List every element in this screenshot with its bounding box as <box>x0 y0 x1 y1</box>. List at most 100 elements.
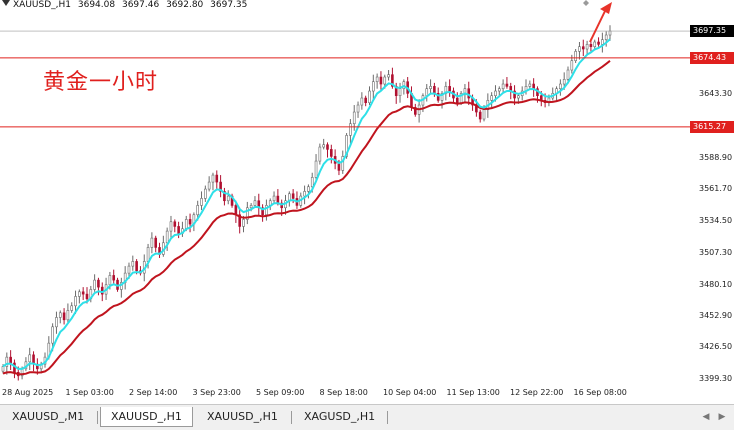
price-scale[interactable]: 3670.903643.303588.903561.703534.503507.… <box>690 0 734 384</box>
candle-body <box>414 107 417 115</box>
candle-body <box>505 83 509 87</box>
tab-xauusd-m1[interactable]: XAUUSD_,M1 <box>12 410 85 423</box>
candle-body <box>9 356 12 364</box>
candle-body <box>226 195 230 202</box>
tab-xauusd-h1[interactable]: XAUUSD_,H1 <box>207 410 278 423</box>
candle-body <box>322 144 325 148</box>
candle-body <box>391 74 394 87</box>
candle-body <box>66 310 70 321</box>
candle-body <box>131 261 135 267</box>
candle-body <box>169 221 173 232</box>
candle-body <box>318 146 322 162</box>
tab-xagusd-h1[interactable]: XAGUSD_,H1 <box>304 410 376 423</box>
time-axis-label: 8 Sep 18:00 <box>319 388 368 397</box>
candlestick-series <box>1 25 612 381</box>
time-axis-label: 12 Sep 22:00 <box>510 388 564 397</box>
up-right-arrow-icon <box>589 2 612 43</box>
candle-body <box>482 109 486 120</box>
candle-body <box>356 104 360 113</box>
candle-body <box>211 174 215 183</box>
candle-body <box>150 237 154 248</box>
candle-body <box>291 193 295 199</box>
candle-body <box>467 88 471 99</box>
candle-body <box>436 93 440 101</box>
candle-body <box>307 186 310 192</box>
candle-body <box>345 135 348 157</box>
candle-body <box>372 81 375 92</box>
low-value: 3692.80 <box>166 0 204 10</box>
price-tick-label: 3588.90 <box>699 152 733 162</box>
candle-body <box>196 205 199 216</box>
candle-body <box>398 88 402 97</box>
candle-body <box>58 312 62 318</box>
candle-body <box>597 41 600 45</box>
time-axis-label: 16 Sep 08:00 <box>573 388 627 397</box>
candle-body <box>455 97 459 104</box>
candle-body <box>215 174 219 183</box>
candle-body <box>173 221 177 227</box>
time-axis-label: 2 Sep 14:00 <box>129 388 178 397</box>
candle-body <box>188 219 192 225</box>
time-axis: 28 Aug 2025 1 Sep 03:00 2 Sep 14:00 3 Sep 2… <box>0 384 690 404</box>
candle-body <box>112 275 116 281</box>
chart-annotation-text: 黄金一小时 <box>43 70 159 95</box>
candle-body <box>146 247 150 262</box>
candle-body <box>314 160 318 178</box>
candle-body <box>51 326 54 344</box>
candle-body <box>517 95 520 99</box>
candle-body <box>433 86 436 94</box>
candle-body <box>223 191 226 202</box>
candle-body <box>326 144 329 150</box>
price-chart-plot[interactable] <box>0 0 690 384</box>
candle-body <box>5 356 9 367</box>
candle-body <box>127 265 131 274</box>
candle-body <box>276 195 280 204</box>
candle-body <box>566 69 570 80</box>
chart-header: XAUUSD_,H1 3694.08 3697.46 3692.80 3697.… <box>2 0 251 10</box>
tab-divider <box>97 411 98 424</box>
slow-moving-average-line <box>2 60 611 376</box>
candle-body <box>379 76 383 85</box>
candle-body <box>375 76 379 82</box>
price-tick-label: 3480.10 <box>699 279 733 289</box>
candle-body <box>62 312 66 321</box>
candle-body <box>165 230 169 244</box>
candle-body <box>490 95 493 101</box>
time-axis-label: 1 Sep 03:00 <box>65 388 114 397</box>
candle-body <box>337 163 341 171</box>
candle-body <box>360 97 364 106</box>
open-value: 3694.08 <box>77 0 116 10</box>
tab-xauusd-h1-active[interactable]: XAUUSD_,H1 <box>100 407 193 427</box>
time-axis-label: 10 Sep 04:00 <box>383 388 437 397</box>
candle-body <box>70 305 74 311</box>
chevron-right-icon[interactable]: ▶ <box>718 412 726 422</box>
collapse-triangle-icon[interactable] <box>2 0 10 6</box>
candle-body <box>74 296 77 307</box>
price-tick-label: 3507.30 <box>699 247 733 257</box>
candle-body <box>207 181 211 190</box>
price-tick-label: 3643.30 <box>699 89 733 99</box>
candle-body <box>368 90 371 104</box>
candle-body <box>574 51 577 61</box>
candle-body <box>242 219 245 227</box>
time-axis-label: 28 Aug 2025 <box>2 388 54 397</box>
tab-divider <box>387 411 388 424</box>
candle-body <box>303 191 306 197</box>
candle-body <box>440 93 444 101</box>
candle-body <box>249 205 253 209</box>
candle-body <box>200 198 203 206</box>
price-tick-label: 3399.30 <box>699 373 733 383</box>
candle-body <box>184 219 188 230</box>
candle-body <box>85 293 89 300</box>
candle-body <box>154 237 158 248</box>
candle-body <box>570 60 574 71</box>
symbol-label: XAUUSD_,H1 <box>13 0 71 10</box>
candle-body <box>272 195 276 202</box>
candle-body <box>448 86 451 92</box>
chart-tab-bar: XAUUSD_,M1 XAUUSD_,H1 XAUUSD_,H1 XAGUSD_… <box>0 404 734 430</box>
candle-body <box>364 97 367 104</box>
candle-body <box>310 177 314 188</box>
candle-body <box>513 90 516 99</box>
time-axis-label: 11 Sep 13:00 <box>446 388 500 397</box>
chevron-left-icon[interactable]: ◀ <box>702 412 710 422</box>
